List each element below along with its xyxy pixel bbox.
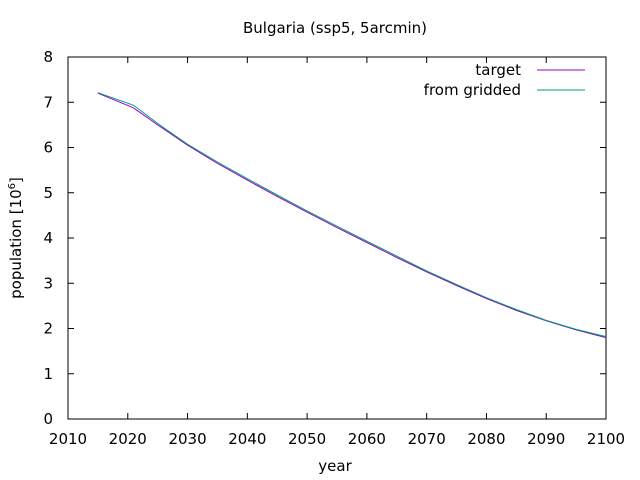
x-tick-label: 2090 (527, 430, 565, 448)
y-tick-label: 4 (43, 229, 53, 247)
x-tick-label: 2080 (467, 430, 505, 448)
series-line-1 (97, 92, 607, 338)
x-tick-label: 2100 (587, 430, 625, 448)
y-tick-label: 7 (43, 93, 53, 111)
x-tick-label: 2070 (408, 430, 446, 448)
y-tick-label: 5 (43, 184, 53, 202)
chart-title: Bulgaria (ssp5, 5arcmin) (243, 19, 427, 37)
x-tick-label: 2060 (348, 430, 386, 448)
legend: target from gridded (424, 61, 585, 99)
y-tick-label: 1 (43, 365, 53, 383)
y-tick-label: 8 (43, 48, 53, 66)
x-tick-label: 2010 (49, 430, 87, 448)
x-tick-label: 2040 (228, 430, 266, 448)
series-lines (97, 92, 607, 339)
y-tick-label: 2 (43, 320, 53, 338)
y-tick-label: 6 (43, 139, 53, 157)
y-axis-label-text: population [10 (7, 189, 25, 299)
x-tick-label: 2020 (109, 430, 147, 448)
axis-tick-labels: 2010 2020 2030 2040 2050 2060 2070 2080 2090 2100… (43, 48, 625, 448)
series-line-0 (97, 92, 607, 339)
plot-border (67, 56, 607, 420)
y-axis-label: population [106] (7, 177, 25, 299)
legend-label: from gridded (424, 81, 521, 99)
y-tick-label: 3 (43, 274, 53, 292)
x-axis-label: year (318, 457, 352, 475)
y-axis-label-close: ] (7, 177, 25, 183)
y-tick-label: 0 (43, 410, 53, 428)
x-tick-label: 2050 (288, 430, 326, 448)
axis-ticks (67, 56, 607, 420)
plot-area (67, 56, 607, 420)
x-tick-label: 2030 (168, 430, 206, 448)
legend-label: target (475, 61, 521, 79)
y-axis-label-exponent: 6 (7, 183, 18, 189)
